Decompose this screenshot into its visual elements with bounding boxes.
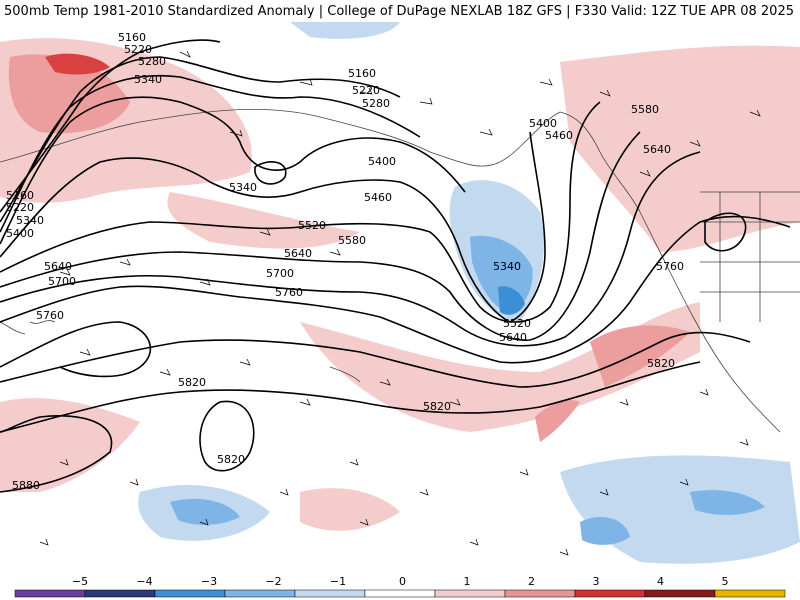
colorbar-swatch xyxy=(364,589,436,598)
map-header: 500mb Temp 1981-2010 Standardized Anomal… xyxy=(0,0,800,22)
contour-labels: 5160 5220 5280 5340 5160 5220 5280 5400 … xyxy=(6,31,684,492)
label-5760-c: 5760 xyxy=(656,260,684,273)
anomaly-shading xyxy=(0,22,800,564)
colorbar-swatches xyxy=(14,589,786,598)
anomaly-colorbar: −5 −4 −3 −2 −1 0 1 2 3 4 5 xyxy=(14,575,786,598)
label-5460-a: 5460 xyxy=(545,129,573,142)
colorbar-tick-label: 4 xyxy=(657,575,664,588)
map-title: 500mb Temp 1981-2010 Standardized Anomal… xyxy=(4,4,503,19)
label-5700-b: 5700 xyxy=(48,275,76,288)
label-5220-a: 5220 xyxy=(124,43,152,56)
label-5340-a: 5340 xyxy=(134,73,162,86)
colorbar-tick-label: 1 xyxy=(464,575,471,588)
label-5280-a: 5280 xyxy=(138,55,166,68)
colorbar-tick-label: −1 xyxy=(330,575,346,588)
label-5640-a: 5640 xyxy=(643,143,671,156)
label-5220-b: 5220 xyxy=(352,84,380,97)
label-5760-b: 5760 xyxy=(36,309,64,322)
colorbar-tick-label: −3 xyxy=(201,575,217,588)
label-5820-b: 5820 xyxy=(423,400,451,413)
label-5160-b: 5160 xyxy=(348,67,376,80)
colorbar-swatch xyxy=(714,589,786,598)
label-5340-c: 5340 xyxy=(16,214,44,227)
label-5820-c: 5820 xyxy=(647,357,675,370)
label-5640-d: 5640 xyxy=(499,331,527,344)
colorbar-swatch xyxy=(14,589,86,598)
colorbar-swatch xyxy=(644,589,716,598)
label-5580-b: 5580 xyxy=(338,234,366,247)
label-5820-d: 5820 xyxy=(217,453,245,466)
label-5400-c: 5400 xyxy=(6,227,34,240)
label-5640-b: 5640 xyxy=(284,247,312,260)
wind-barbs xyxy=(39,50,761,556)
colorbar-tick-label: 2 xyxy=(528,575,535,588)
height-contours xyxy=(0,39,791,493)
label-5400-a: 5400 xyxy=(529,117,557,130)
colorbar-swatch xyxy=(434,589,506,598)
label-5640-c: 5640 xyxy=(44,260,72,273)
colorbar-swatch xyxy=(294,589,366,598)
colorbar-swatch xyxy=(224,589,296,598)
colorbar-swatch xyxy=(574,589,646,598)
label-5160-a: 5160 xyxy=(118,31,146,44)
coastlines xyxy=(0,108,800,433)
label-5400-b: 5400 xyxy=(368,155,396,168)
colorbar-tick-label: −5 xyxy=(72,575,88,588)
label-5280-b: 5280 xyxy=(362,97,390,110)
label-5520-b: 5520 xyxy=(503,317,531,330)
colorbar-tick-label: −4 xyxy=(136,575,152,588)
label-5700-a: 5700 xyxy=(266,267,294,280)
colorbar-swatch xyxy=(154,589,226,598)
label-5580-a: 5580 xyxy=(631,103,659,116)
anomaly-map: 5160 5220 5280 5340 5160 5220 5280 5400 … xyxy=(0,22,800,564)
colorbar-tick-label: 0 xyxy=(399,575,406,588)
colorbar-tick-label: 3 xyxy=(593,575,600,588)
label-5340-b: 5340 xyxy=(229,181,257,194)
colorbar-ticks: −5 −4 −3 −2 −1 0 1 2 3 4 5 xyxy=(72,575,729,588)
colorbar-tick-label: 5 xyxy=(722,575,729,588)
colorbar-swatch xyxy=(504,589,576,598)
label-5220-c: 5220 xyxy=(6,201,34,214)
colorbar-swatch xyxy=(84,589,156,598)
model-run-info: 18Z GFS | F330 Valid: 12Z TUE APR 08 202… xyxy=(506,4,794,19)
colorbar-tick-label: −2 xyxy=(265,575,281,588)
label-5160-c: 5160 xyxy=(6,189,34,202)
label-5880-a: 5880 xyxy=(12,479,40,492)
label-5760-a: 5760 xyxy=(275,286,303,299)
label-5820-a: 5820 xyxy=(178,376,206,389)
label-5340-d: 5340 xyxy=(493,260,521,273)
label-5520-a: 5520 xyxy=(298,219,326,232)
label-5460-b: 5460 xyxy=(364,191,392,204)
